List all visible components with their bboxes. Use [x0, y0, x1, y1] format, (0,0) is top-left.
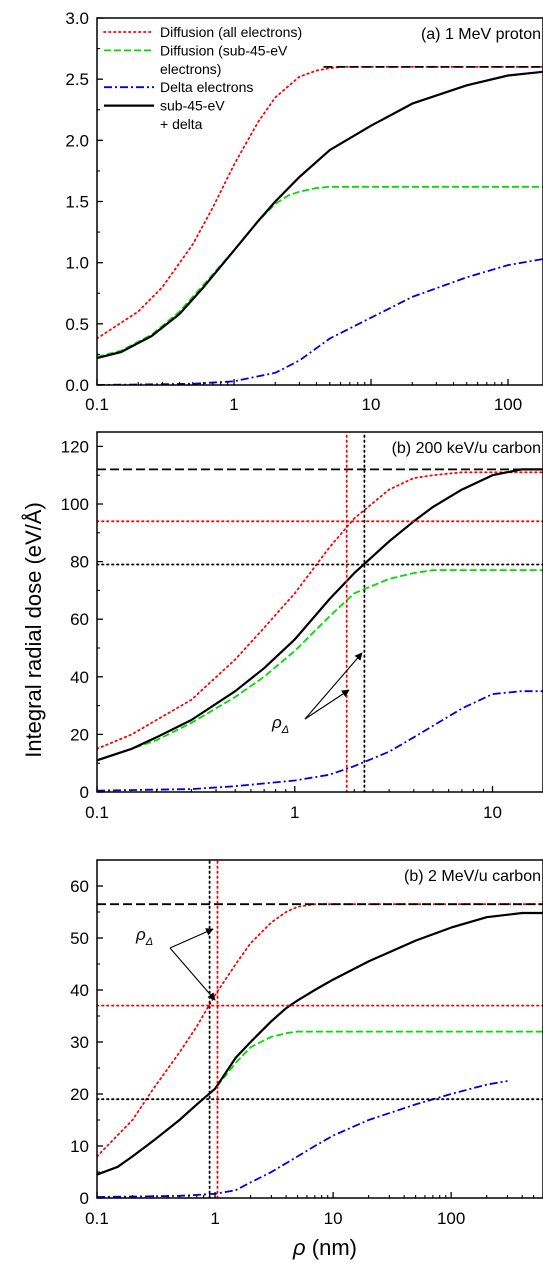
chart-panel-1: 0.0 0.5 1.0 1.5 2.0 2.5 3.0 0.1 1 10 100 (a) 1 MeV … [65, 9, 543, 414]
panel-label: (b) 2 MeV/u carbon [404, 868, 541, 885]
y-tick-label: 50 [70, 929, 89, 948]
y-tick-label: 40 [70, 981, 89, 1000]
y-tick-label: 120 [61, 437, 89, 456]
annotation-arrow [304, 689, 350, 720]
legend-label: Delta electrons [160, 79, 253, 95]
series-line-2 [97, 1030, 543, 1176]
series-line-4 [97, 911, 543, 1176]
y-tick-label: 0 [80, 783, 89, 802]
x-tick-label: 10 [483, 803, 502, 822]
y-tick-label: 0.5 [65, 315, 89, 334]
x-axis-unit: (nm) [306, 1235, 357, 1260]
legend: Diffusion (all electrons) Diffusion (sub-… [103, 24, 302, 132]
y-tick-label: 1.5 [65, 193, 89, 212]
y-tick-label: 30 [70, 1033, 89, 1052]
series-line-3 [97, 1080, 508, 1198]
annotation-arrow [169, 928, 214, 949]
series-line-4 [97, 70, 543, 360]
y-tick-label: 10 [70, 1137, 89, 1156]
annotation-arrow [304, 652, 363, 720]
y-tick-label: 100 [61, 495, 89, 514]
chart-panel-2: 0 20 40 60 80 100 120 0.1 1 10 (b) 200 keV/u carbo… [61, 431, 543, 822]
panel-label: (a) 1 MeV proton [421, 26, 541, 43]
rho-delta-annotation: ρΔ [135, 925, 216, 1001]
series-line-2 [97, 185, 543, 358]
x-tick-label: 1 [229, 395, 238, 414]
annotation-subscript: Δ [281, 724, 289, 736]
series-group [97, 860, 543, 1198]
x-axis-title: ρ (nm) [292, 1235, 357, 1260]
x-tick-label: 0.1 [85, 803, 109, 822]
series-line-1 [97, 471, 543, 750]
annotation-symbol: ρΔ [135, 925, 153, 948]
series-group [97, 432, 543, 792]
y-tick-label: 60 [70, 877, 89, 896]
plot-frame [96, 859, 543, 1199]
y-tick-label: 3.0 [65, 9, 89, 28]
panel-label: (b) 200 keV/u carbon [392, 440, 541, 457]
series-group [97, 66, 543, 385]
legend-label: sub-45-eV [160, 98, 225, 114]
legend-label: + delta [160, 116, 203, 132]
y-tick-label: 40 [70, 668, 89, 687]
x-tick-label: 10 [324, 1209, 343, 1228]
x-tick-label: 0.1 [85, 1209, 109, 1228]
annotation-subscript: Δ [145, 936, 153, 948]
series-line-4 [97, 468, 543, 762]
x-axis-symbol: ρ [292, 1235, 306, 1260]
y-tick-label: 20 [70, 1085, 89, 1104]
legend-label: Diffusion (all electrons) [160, 24, 302, 40]
x-tick-label: 0.1 [85, 395, 109, 414]
y-tick-label: 0.0 [65, 376, 89, 395]
legend-label: electrons) [160, 61, 221, 77]
x-tick-label: 100 [437, 1209, 465, 1228]
y-tick-label: 0 [80, 1189, 89, 1208]
x-tick-label: 100 [494, 395, 522, 414]
series-line-3 [97, 690, 543, 792]
series-line-1 [97, 903, 543, 1158]
y-tick-label: 20 [70, 725, 89, 744]
y-tick-label: 2.0 [65, 131, 89, 150]
annotation-arrow [169, 947, 216, 1001]
rho-delta-annotation: ρΔ [271, 652, 363, 736]
y-tick-label: 2.5 [65, 70, 89, 89]
annotation-symbol: ρΔ [271, 713, 289, 736]
x-tick-label: 1 [210, 1209, 219, 1228]
plot-frame [96, 431, 543, 793]
x-tick-label: 1 [290, 803, 299, 822]
series-line-2 [97, 569, 543, 762]
x-tick-label: 10 [362, 395, 381, 414]
y-tick-label: 1.0 [65, 254, 89, 273]
series-line-3 [97, 258, 543, 385]
chart-panel-3: 0 10 20 30 40 50 60 0.1 1 10 100 (b) 2 MeV/u carbon… [70, 859, 543, 1228]
legend-label: Diffusion (sub-45-eV [160, 42, 288, 58]
y-tick-label: 80 [70, 553, 89, 572]
y-tick-label: 60 [70, 610, 89, 629]
y-axis-title: Integral radial dose (eV/Å) [21, 502, 46, 758]
